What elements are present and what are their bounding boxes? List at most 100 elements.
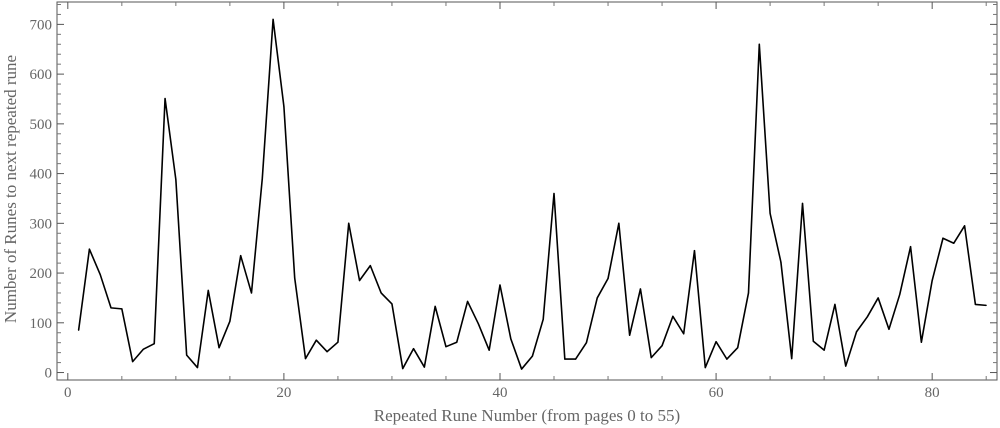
data-point: [402, 367, 404, 370]
data-point: [909, 246, 912, 248]
data-point: [737, 347, 739, 349]
data-point: [812, 340, 814, 342]
data-point: [142, 348, 145, 350]
data-point: [391, 303, 393, 305]
data-point: [229, 320, 231, 322]
data-point: [326, 351, 328, 353]
y-tick-label: 700: [30, 17, 53, 33]
data-point: [132, 360, 134, 363]
data-point: [974, 303, 976, 305]
y-tick-label: 400: [30, 167, 53, 183]
data-point: [899, 293, 901, 296]
data-point: [304, 358, 307, 360]
data-point: [315, 339, 317, 341]
data-point: [110, 307, 112, 309]
y-tick-label: 200: [30, 266, 53, 282]
data-point: [369, 265, 371, 267]
data-point: [920, 341, 922, 343]
data-point: [240, 255, 242, 257]
data-point: [931, 279, 933, 282]
data-point: [758, 43, 760, 45]
data-point: [596, 297, 598, 299]
data-point: [553, 192, 555, 195]
x-tick-label: 80: [925, 385, 940, 401]
x-axis-title: Repeated Rune Number (from pages 0 to 55…: [374, 406, 680, 425]
data-point: [466, 300, 469, 303]
y-tick-label: 500: [30, 117, 53, 133]
data-point: [423, 366, 425, 368]
data-point: [88, 248, 91, 250]
data-point: [348, 222, 350, 224]
data-point: [261, 177, 263, 180]
data-point: [769, 212, 771, 214]
data-point: [99, 273, 101, 276]
data-point: [412, 348, 415, 350]
data-point: [661, 345, 663, 347]
x-tick-label: 0: [64, 385, 72, 401]
series-line: [77, 18, 987, 370]
data-point: [888, 328, 890, 330]
data-point: [186, 354, 188, 356]
data-point: [639, 288, 642, 290]
data-point: [294, 277, 296, 279]
x-axis-ticks: 0 20 40 60 80: [64, 2, 987, 401]
data-point: [434, 305, 436, 307]
data-point: [618, 222, 620, 224]
data-point: [877, 297, 879, 299]
x-tick-label: 20: [276, 385, 291, 401]
data-point: [683, 333, 685, 335]
data-point: [726, 358, 728, 360]
data-point: [542, 318, 544, 320]
data-point: [510, 338, 512, 340]
x-tick-label: 60: [709, 385, 724, 401]
plot-frame: [56, 1, 998, 381]
data-point: [488, 349, 490, 351]
data-point: [791, 358, 793, 360]
data-point: [585, 342, 588, 344]
data-point: [629, 334, 631, 336]
data-point: [196, 366, 199, 369]
data-point: [531, 355, 534, 357]
data-point: [823, 349, 825, 351]
data-point: [283, 105, 285, 108]
y-axis-title: Number of Runes to next repeated rune: [1, 55, 20, 323]
data-point: [834, 303, 836, 305]
data-point: [337, 341, 339, 343]
data-point: [380, 292, 382, 294]
data-point: [250, 292, 253, 294]
data-point: [845, 365, 847, 367]
data-point: [747, 292, 750, 294]
data-point: [272, 18, 274, 21]
data-point: [704, 366, 706, 369]
x-tick-label: 40: [492, 385, 507, 401]
data-point: [780, 261, 782, 263]
data-point: [153, 343, 155, 345]
y-tick-label: 300: [30, 216, 53, 232]
data-point: [985, 304, 987, 306]
data-point: [963, 225, 966, 227]
data-point: [953, 242, 955, 244]
data-point: [607, 277, 609, 280]
data-point: [855, 331, 858, 333]
data-point: [672, 315, 674, 317]
data-point: [942, 237, 944, 239]
data-point: [175, 178, 177, 181]
data-point: [164, 97, 166, 100]
data-point: [207, 289, 209, 292]
data-point: [121, 308, 123, 310]
data-point: [499, 284, 501, 286]
data-point: [358, 279, 361, 282]
y-tick-label: 600: [30, 67, 53, 83]
y-axis-ticks: 0 100 200 300 400 500 600 700: [30, 3, 997, 382]
y-tick-label: 0: [45, 366, 53, 382]
data-point: [650, 357, 652, 359]
data-point: [218, 347, 220, 349]
data-point: [477, 323, 479, 325]
data-point: [866, 316, 868, 318]
data-point: [575, 358, 577, 360]
data-point: [445, 346, 447, 348]
data-point: [693, 250, 696, 252]
series-layer: [77, 18, 987, 370]
data-point: [715, 341, 717, 343]
